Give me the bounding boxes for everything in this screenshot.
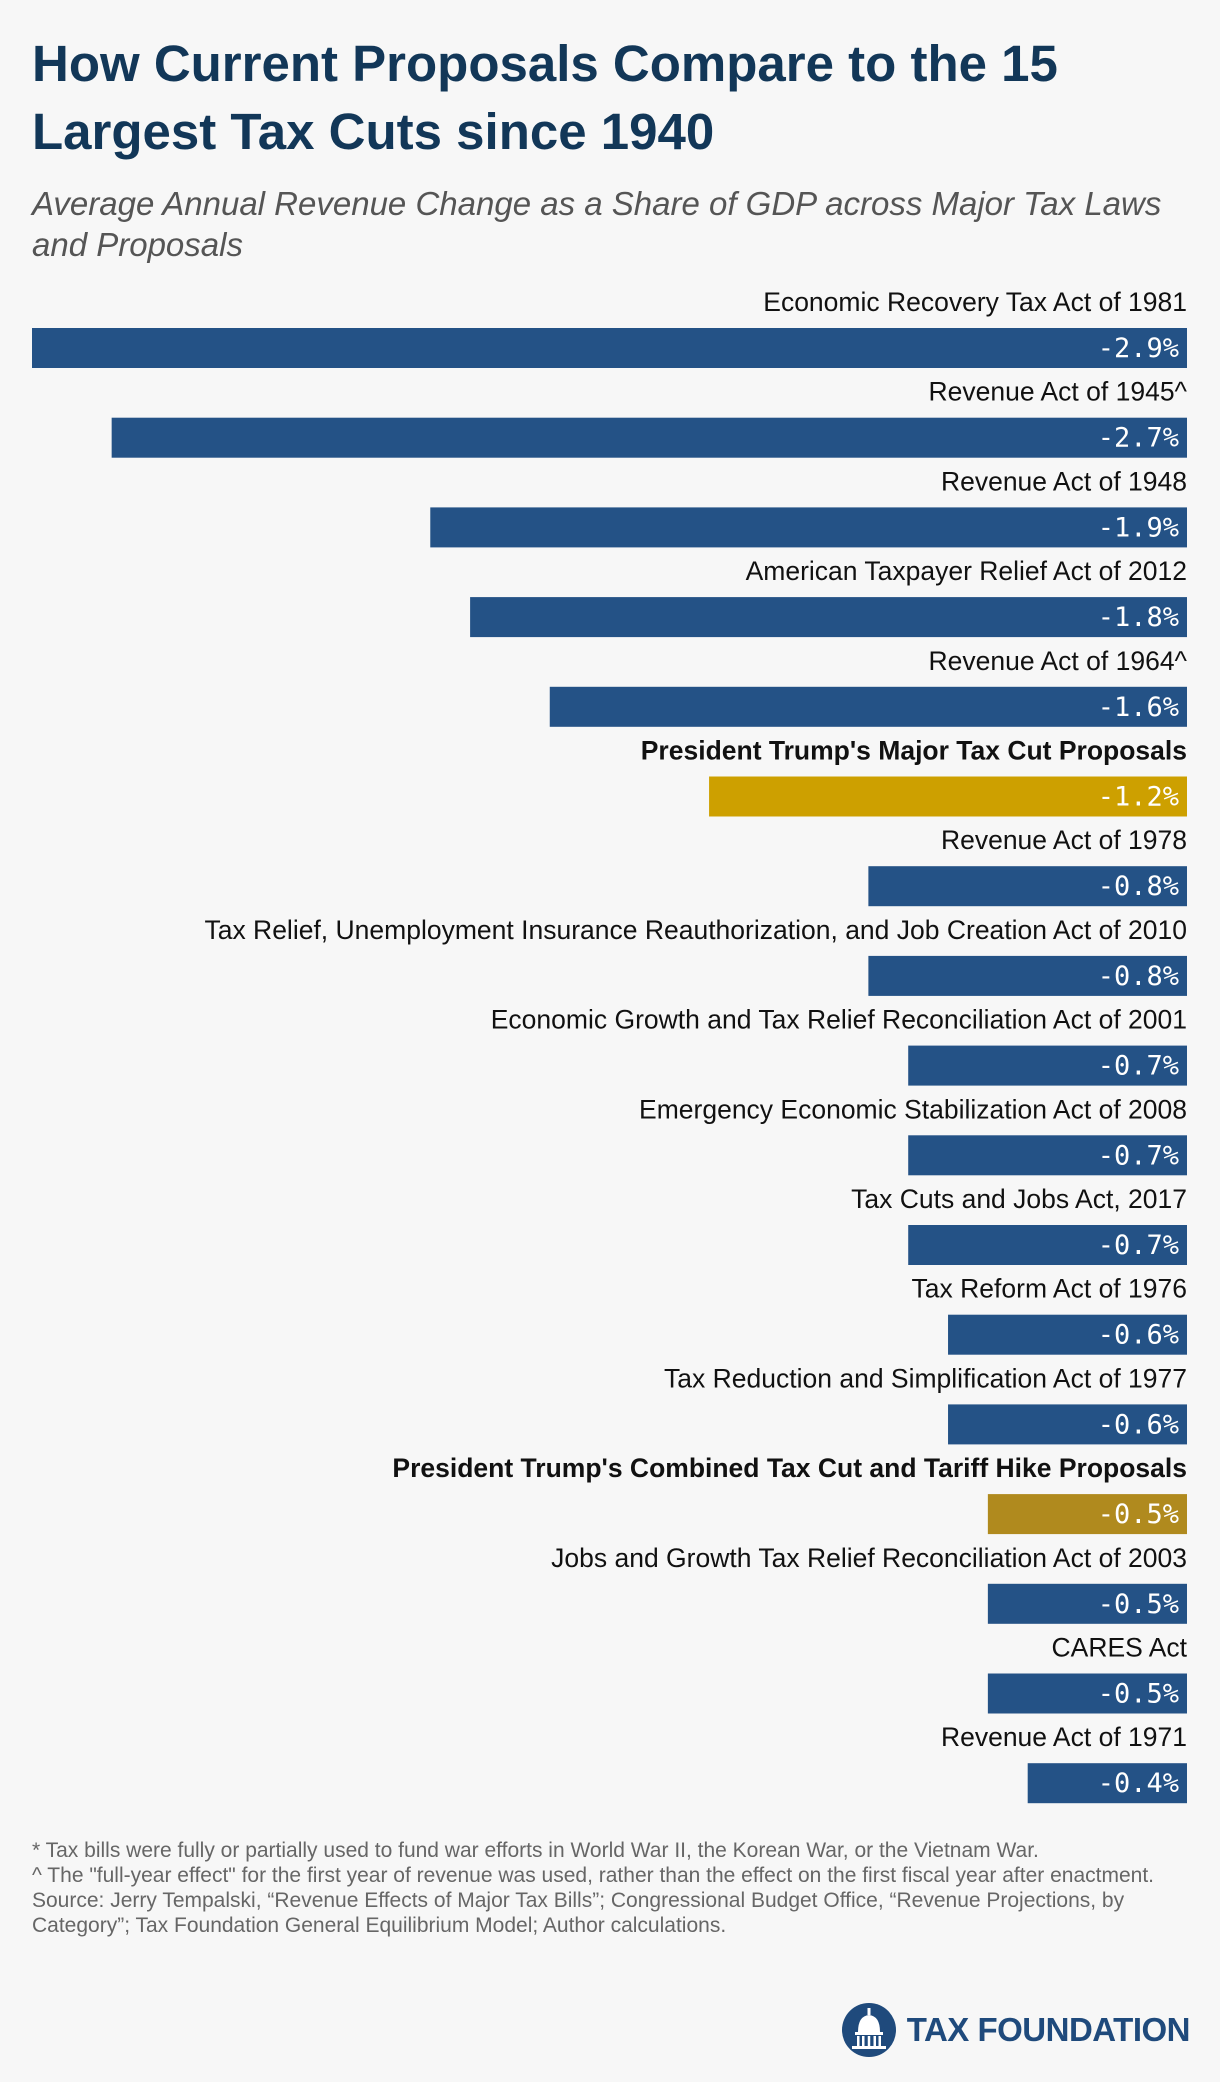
capitol-dome-icon: [841, 2003, 896, 2057]
bar: [111, 417, 1188, 458]
footnotes: * Tax bills were fully or partially used…: [32, 1838, 1192, 1938]
tax-foundation-logo: TAX FOUNDATION: [841, 2002, 1191, 2058]
category-label: Economic Recovery Tax Act of 1981: [763, 287, 1187, 317]
category-label: Jobs and Growth Tax Relief Reconciliatio…: [551, 1543, 1187, 1573]
bar: [987, 1494, 1187, 1535]
category-label: Tax Relief, Unemployment Insurance Reaut…: [204, 915, 1187, 945]
footnote-full-year: ^ The "full-year effect" for the first y…: [32, 1864, 1154, 1887]
value-label: -0.5%: [1098, 1679, 1179, 1710]
category-label: Revenue Act of 1948: [941, 466, 1187, 496]
value-label: -1.6%: [1098, 692, 1179, 723]
value-label: -0.6%: [1098, 1320, 1179, 1351]
category-label: Revenue Act of 1978: [941, 825, 1187, 855]
category-label: President Trump's Combined Tax Cut and T…: [392, 1453, 1187, 1483]
value-label: -0.7%: [1098, 1051, 1179, 1082]
bar: [868, 866, 1187, 907]
value-label: -1.2%: [1098, 782, 1179, 813]
bar: [908, 1225, 1187, 1265]
bar: [430, 507, 1187, 548]
source-note: Source: Jerry Tempalski, “Revenue Effect…: [32, 1889, 1125, 1937]
value-label: -0.5%: [1098, 1499, 1179, 1530]
value-label: -0.7%: [1098, 1140, 1179, 1171]
bar: [948, 1314, 1187, 1355]
category-label: Revenue Act of 1964^: [929, 646, 1188, 676]
logo-text: TAX FOUNDATION: [906, 2011, 1191, 2048]
chart-subtitle: Average Annual Revenue Change as a Share…: [32, 185, 1162, 263]
category-label: President Trump's Major Tax Cut Proposal…: [641, 736, 1187, 766]
footnote-war: * Tax bills were fully or partially used…: [32, 1839, 1039, 1862]
bar: [908, 1135, 1187, 1176]
bar: [987, 1673, 1187, 1714]
value-label: -2.7%: [1098, 423, 1179, 454]
chart-title: How Current Proposals Compare to the 15 …: [32, 35, 1058, 160]
value-label: -2.9%: [1098, 333, 1179, 364]
value-label: -0.8%: [1098, 871, 1179, 902]
value-label: -0.8%: [1098, 961, 1179, 992]
value-label: -1.8%: [1098, 602, 1179, 633]
bar: [549, 686, 1187, 727]
category-label: Tax Reform Act of 1976: [912, 1274, 1187, 1304]
value-label: -0.5%: [1098, 1589, 1179, 1620]
category-label: Tax Reduction and Simplification Act of …: [664, 1363, 1187, 1393]
bar: [948, 1404, 1187, 1445]
bar: [987, 1583, 1187, 1624]
bar-chart: Economic Recovery Tax Act of 1981 -2.9% Re…: [32, 287, 1188, 1804]
bar: [470, 597, 1187, 638]
value-label: -1.9%: [1098, 512, 1179, 543]
value-label: -0.6%: [1098, 1409, 1179, 1440]
bar: [1027, 1763, 1187, 1804]
bar: [709, 776, 1187, 817]
bar: [32, 328, 1187, 368]
value-label: -0.7%: [1098, 1230, 1179, 1261]
category-label: American Taxpayer Relief Act of 2012: [746, 556, 1187, 586]
category-label: Economic Growth and Tax Relief Reconcili…: [491, 1005, 1187, 1035]
bar: [868, 955, 1187, 996]
category-label: Tax Cuts and Jobs Act, 2017: [851, 1184, 1187, 1214]
bar: [908, 1045, 1187, 1086]
value-label: -0.4%: [1098, 1768, 1179, 1799]
category-label: Emergency Economic Stabilization Act of …: [639, 1094, 1187, 1124]
category-label: Revenue Act of 1971: [941, 1722, 1187, 1752]
category-label: Revenue Act of 1945^: [929, 377, 1188, 407]
category-label: CARES Act: [1052, 1633, 1188, 1663]
